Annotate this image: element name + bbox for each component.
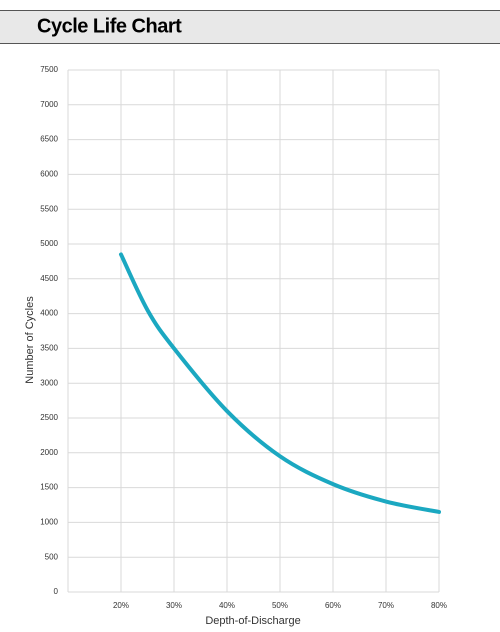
x-tick-label: 60% [325,601,341,610]
x-tick-label: 70% [378,601,394,610]
x-tick-label: 20% [113,601,129,610]
x-tick-label: 30% [166,601,182,610]
header-bar [0,10,500,44]
y-tick-label: 1000 [40,518,58,527]
x-tick-label: 80% [431,601,447,610]
y-tick-label: 6500 [40,135,58,144]
y-tick-label: 500 [45,552,59,561]
y-tick-label: 2500 [40,413,58,422]
page-title: Cycle Life Chart [37,15,182,37]
y-tick-label: 4500 [40,274,58,283]
y-tick-label: 1500 [40,483,58,492]
y-tick-label: 3000 [40,378,58,387]
y-tick-label: 3500 [40,344,58,353]
x-tick-label: 40% [219,601,235,610]
y-tick-label: 6000 [40,170,58,179]
y-tick-label: 0 [54,587,59,596]
y-tick-label: 5000 [40,239,58,248]
y-tick-label: 7500 [40,65,58,74]
x-axis-title: Depth-of-Discharge [205,615,300,627]
y-tick-label: 7000 [40,100,58,109]
y-tick-label: 4000 [40,309,58,318]
y-tick-label: 5500 [40,204,58,213]
y-axis-title: Number of Cycles [24,296,36,384]
y-tick-label: 2000 [40,448,58,457]
x-tick-label: 50% [272,601,288,610]
data-line [119,252,441,514]
